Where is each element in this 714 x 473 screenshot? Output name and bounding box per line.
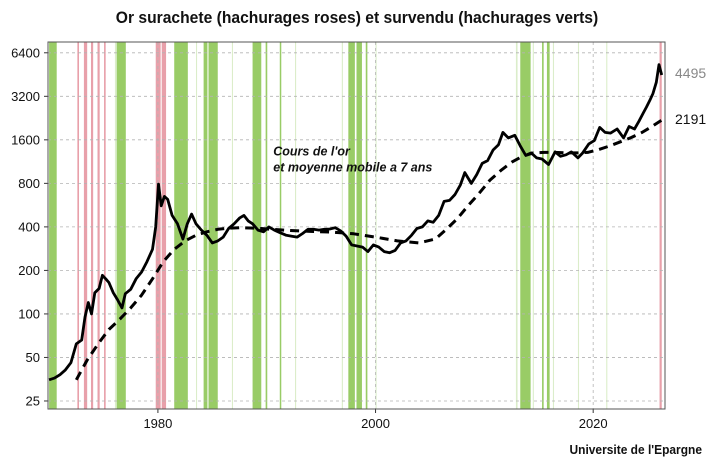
y-tick-label: 200 xyxy=(18,263,40,278)
oversold-band xyxy=(348,42,355,409)
x-tick-label: 1980 xyxy=(143,416,172,431)
oversold-band xyxy=(116,42,126,409)
chart-title: Or surachete (hachurages roses) et surve… xyxy=(115,8,599,27)
oversold-band-light xyxy=(577,42,580,409)
oversold-band xyxy=(546,42,550,409)
y-tick-label: 50 xyxy=(26,350,40,365)
overbought-band xyxy=(104,42,106,409)
oversold-band xyxy=(520,42,531,409)
series xyxy=(48,63,664,382)
oversold-band-light xyxy=(295,42,297,409)
axes: 25 50 100 200 400 800 1600 3200 6400 1980 2000 2020 xyxy=(11,41,666,431)
shaded-periods xyxy=(49,42,662,409)
series-moving-average-line xyxy=(74,118,663,381)
labels: 4495 2191 Cours de l'or et moyenne mobile a… xyxy=(273,65,706,174)
oversold-band xyxy=(365,42,368,409)
overbought-band xyxy=(155,42,161,409)
y-tick-label: 1600 xyxy=(11,132,40,147)
oversold-band xyxy=(203,42,208,409)
oversold-band-light xyxy=(515,42,518,409)
overbought-band xyxy=(83,42,88,409)
oversold-band xyxy=(208,42,218,409)
y-tick-label: 400 xyxy=(18,219,40,234)
annotation-line: Cours de l'or xyxy=(273,144,351,158)
y-tick-label: 100 xyxy=(18,306,40,321)
oversold-band-light xyxy=(114,42,117,409)
plot-frame xyxy=(47,41,666,410)
oversold-band xyxy=(49,42,57,409)
oversold-band xyxy=(542,42,544,409)
overbought-band xyxy=(77,42,80,409)
overbought-band xyxy=(161,42,167,409)
oversold-band-light xyxy=(375,42,377,409)
oversold-band xyxy=(252,42,262,409)
overbought-band xyxy=(659,42,662,409)
source-label: Universite de l'Epargne xyxy=(569,442,702,457)
oversold-band-light xyxy=(552,42,555,409)
series-price-end-label: 4495 xyxy=(675,65,706,81)
oversold-band-light xyxy=(606,42,608,409)
x-tick-label: 2020 xyxy=(579,416,608,431)
oversold-band-light xyxy=(532,42,534,409)
oversold-band-light xyxy=(341,42,343,409)
y-tick-label: 25 xyxy=(26,393,40,408)
overbought-band xyxy=(90,42,94,409)
oversold-band xyxy=(265,42,268,409)
grid xyxy=(48,42,665,409)
oversold-band xyxy=(356,42,362,409)
overbought-band xyxy=(97,42,100,409)
series-price-line xyxy=(48,63,664,382)
annotation-line: et moyenne mobile a 7 ans xyxy=(273,160,432,174)
oversold-band xyxy=(174,42,188,409)
y-tick-label: 6400 xyxy=(11,45,40,60)
series-moving-average-end-label: 2191 xyxy=(675,111,706,127)
x-tick-label: 2000 xyxy=(361,416,390,431)
oversold-band xyxy=(279,42,282,409)
y-tick-label: 3200 xyxy=(11,89,40,104)
y-tick-label: 800 xyxy=(18,176,40,191)
